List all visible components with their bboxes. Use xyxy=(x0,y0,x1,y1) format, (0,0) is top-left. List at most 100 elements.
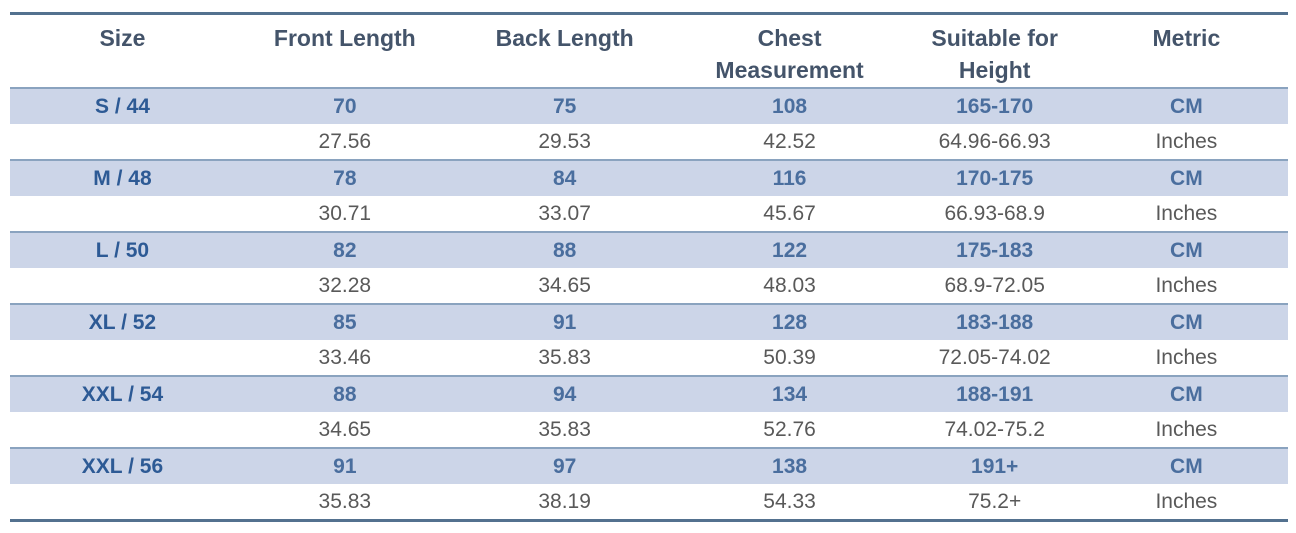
chest-measurement-cell: 134 xyxy=(674,374,905,412)
front-length-cell: 27.56 xyxy=(234,123,455,160)
column-header-line1: Size xyxy=(99,25,146,51)
size-cell xyxy=(10,483,235,520)
size-cell xyxy=(10,195,235,232)
chest-measurement-cell: 52.76 xyxy=(674,411,905,448)
chest-measurement-cell: 116 xyxy=(674,158,905,196)
front-length-cell: 35.83 xyxy=(234,483,455,520)
metric-cell: Inches xyxy=(1084,483,1288,520)
back-length-cell: 97 xyxy=(454,446,675,484)
chest-measurement-cell: 54.33 xyxy=(674,483,905,520)
column-header-chest-measurement: Chest Measurement xyxy=(675,14,905,88)
column-header-back-length: Back Length xyxy=(455,14,675,88)
back-length-cell: 35.83 xyxy=(454,339,675,376)
chest-measurement-cell: 138 xyxy=(674,446,905,484)
front-length-cell: 82 xyxy=(234,230,455,268)
size-cell xyxy=(10,411,235,448)
front-length-cell: 70 xyxy=(234,86,455,124)
front-length-cell: 32.28 xyxy=(234,267,455,304)
front-length-cell: 33.46 xyxy=(234,339,455,376)
table-row-m48-inches: 30.71 33.07 45.67 66.93-68.9 Inches xyxy=(10,195,1288,232)
column-header-line1: Suitable for xyxy=(931,25,1058,51)
table-row-s44-inches: 27.56 29.53 42.52 64.96-66.93 Inches xyxy=(10,123,1288,160)
size-cell: XXL / 56 xyxy=(10,446,235,484)
table-row-s44-cm: S / 44 70 75 108 165-170 CM xyxy=(10,86,1288,124)
suitable-height-cell: 191+ xyxy=(904,446,1085,484)
suitable-height-cell: 72.05-74.02 xyxy=(904,339,1085,376)
back-length-cell: 34.65 xyxy=(454,267,675,304)
table-row-m48-cm: M / 48 78 84 116 170-175 CM xyxy=(10,158,1288,196)
front-length-cell: 78 xyxy=(234,158,455,196)
back-length-cell: 94 xyxy=(454,374,675,412)
table-row-xxl54-inches: 34.65 35.83 52.76 74.02-75.2 Inches xyxy=(10,411,1288,448)
column-header-metric: Metric xyxy=(1085,14,1288,88)
column-header-line1: Front Length xyxy=(273,25,416,51)
front-length-cell: 30.71 xyxy=(234,195,455,232)
back-length-cell: 88 xyxy=(454,230,675,268)
chest-measurement-cell: 45.67 xyxy=(674,195,905,232)
size-cell: XL / 52 xyxy=(10,302,235,340)
chest-measurement-cell: 122 xyxy=(674,230,905,268)
suitable-height-cell: 64.96-66.93 xyxy=(904,123,1085,160)
table-row-xxl56-cm: XXL / 56 91 97 138 191+ CM xyxy=(10,446,1288,484)
metric-cell: CM xyxy=(1084,446,1288,484)
column-header-line2: Height xyxy=(958,57,1031,83)
table-row-xl52-inches: 33.46 35.83 50.39 72.05-74.02 Inches xyxy=(10,339,1288,376)
back-length-cell: 84 xyxy=(454,158,675,196)
size-chart-table: Size Front Length Back Length Chest Meas… xyxy=(10,12,1288,522)
size-cell: XXL / 54 xyxy=(10,374,235,412)
column-header-line1: Metric xyxy=(1152,25,1221,51)
column-header-front-length: Front Length xyxy=(235,14,455,88)
table-row-l50-cm: L / 50 82 88 122 175-183 CM xyxy=(10,230,1288,268)
size-cell: L / 50 xyxy=(10,230,235,268)
suitable-height-cell: 170-175 xyxy=(904,158,1085,196)
front-length-cell: 34.65 xyxy=(234,411,455,448)
size-cell xyxy=(10,267,235,304)
metric-cell: CM xyxy=(1084,230,1288,268)
metric-cell: Inches xyxy=(1084,339,1288,376)
suitable-height-cell: 175-183 xyxy=(904,230,1085,268)
table-row-xxl54-cm: XXL / 54 88 94 134 188-191 CM xyxy=(10,374,1288,412)
back-length-cell: 91 xyxy=(454,302,675,340)
front-length-cell: 91 xyxy=(234,446,455,484)
metric-cell: Inches xyxy=(1084,411,1288,448)
back-length-cell: 33.07 xyxy=(454,195,675,232)
column-header-line2: Measurement xyxy=(715,57,864,83)
metric-cell: Inches xyxy=(1084,123,1288,160)
metric-cell: Inches xyxy=(1084,267,1288,304)
table-row-xxl56-inches: 35.83 38.19 54.33 75.2+ Inches xyxy=(10,483,1288,520)
suitable-height-cell: 188-191 xyxy=(904,374,1085,412)
metric-cell: Inches xyxy=(1084,195,1288,232)
suitable-height-cell: 183-188 xyxy=(904,302,1085,340)
metric-cell: CM xyxy=(1084,86,1288,124)
column-header-line1: Back Length xyxy=(495,25,634,51)
front-length-cell: 85 xyxy=(234,302,455,340)
metric-cell: CM xyxy=(1084,374,1288,412)
size-chart-container: Size Front Length Back Length Chest Meas… xyxy=(10,12,1288,522)
chest-measurement-cell: 108 xyxy=(674,86,905,124)
chest-measurement-cell: 50.39 xyxy=(674,339,905,376)
chest-measurement-cell: 48.03 xyxy=(674,267,905,304)
size-cell xyxy=(10,339,235,376)
column-header-size: Size xyxy=(10,14,235,88)
metric-cell: CM xyxy=(1084,158,1288,196)
chest-measurement-cell: 42.52 xyxy=(674,123,905,160)
table-row-l50-inches: 32.28 34.65 48.03 68.9-72.05 Inches xyxy=(10,267,1288,304)
suitable-height-cell: 74.02-75.2 xyxy=(904,411,1085,448)
column-header-line1: Chest xyxy=(757,25,822,51)
suitable-height-cell: 75.2+ xyxy=(904,483,1085,520)
size-cell xyxy=(10,123,235,160)
size-cell: M / 48 xyxy=(10,158,235,196)
back-length-cell: 29.53 xyxy=(454,123,675,160)
size-cell: S / 44 xyxy=(10,86,235,124)
table-row-xl52-cm: XL / 52 85 91 128 183-188 CM xyxy=(10,302,1288,340)
suitable-height-cell: 66.93-68.9 xyxy=(904,195,1085,232)
header-row: Size Front Length Back Length Chest Meas… xyxy=(10,14,1288,88)
back-length-cell: 75 xyxy=(454,86,675,124)
suitable-height-cell: 68.9-72.05 xyxy=(904,267,1085,304)
suitable-height-cell: 165-170 xyxy=(904,86,1085,124)
column-header-suitable-for-height: Suitable for Height xyxy=(905,14,1085,88)
back-length-cell: 38.19 xyxy=(454,483,675,520)
metric-cell: CM xyxy=(1084,302,1288,340)
back-length-cell: 35.83 xyxy=(454,411,675,448)
chest-measurement-cell: 128 xyxy=(674,302,905,340)
